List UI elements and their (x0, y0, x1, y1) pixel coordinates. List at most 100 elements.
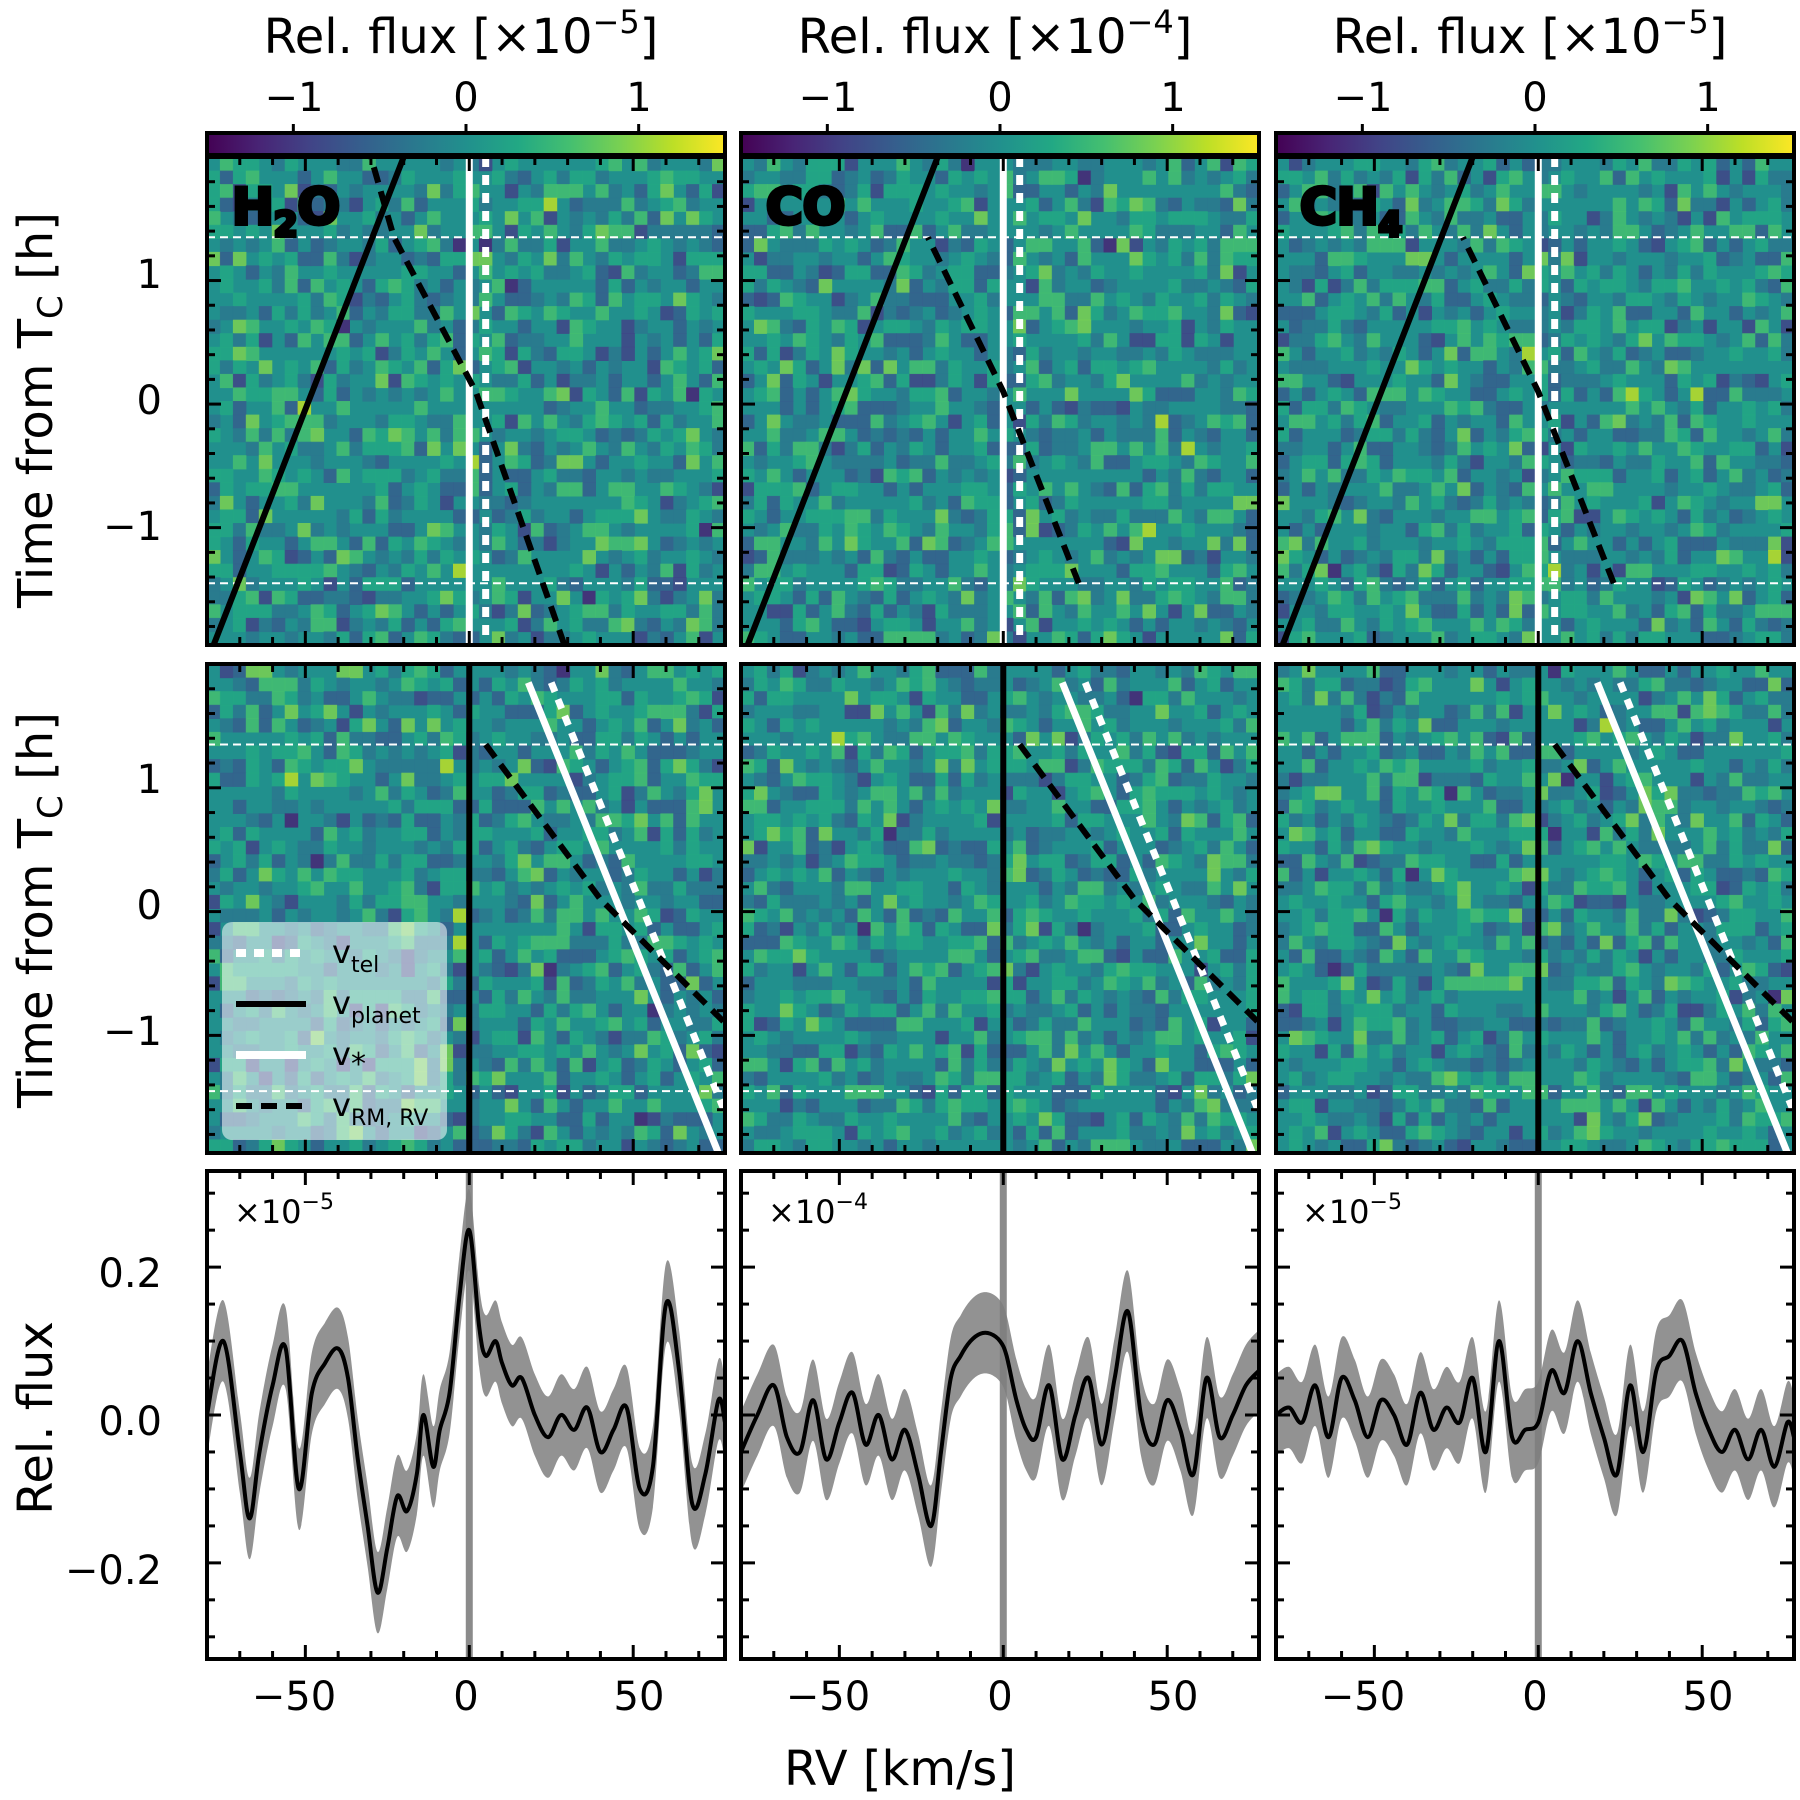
map-cell (1220, 387, 1234, 402)
map-cell (375, 604, 389, 619)
map-cell (712, 922, 725, 937)
map-cell (699, 894, 713, 910)
map-cell (844, 799, 859, 814)
map-cell (1155, 1139, 1169, 1153)
map-cell (1560, 799, 1575, 814)
map-cell (543, 251, 558, 267)
map-cell (987, 759, 1001, 774)
map-cell (987, 414, 1001, 429)
map-cell (1522, 509, 1536, 524)
map-cell (792, 306, 807, 321)
map-cell (1522, 197, 1536, 212)
map-cell (1742, 387, 1756, 402)
map-cell (792, 772, 807, 787)
map-cell (1207, 1125, 1221, 1140)
map-cell (1129, 1030, 1143, 1045)
map-cell (1716, 333, 1730, 348)
map-cell (1103, 482, 1118, 497)
map-cell (1194, 840, 1208, 855)
map-cell (258, 1139, 273, 1153)
map-cell (349, 759, 363, 774)
map-cell (766, 536, 781, 551)
map-cell (504, 414, 519, 429)
map-cell (712, 509, 725, 524)
map-cell (1522, 292, 1536, 307)
map-cell (207, 360, 221, 375)
map-cell (896, 387, 910, 402)
map-cell (1742, 590, 1756, 605)
map-cell (673, 1112, 687, 1127)
map-cell (909, 922, 923, 937)
map-cell (1327, 482, 1342, 497)
map-cell (857, 360, 871, 375)
map-cell (961, 745, 975, 760)
map-cell (595, 976, 609, 991)
map-cell (1142, 387, 1156, 402)
map-cell (1314, 360, 1329, 375)
map-cell (1142, 786, 1156, 801)
map-cell (741, 786, 755, 801)
map-cell (1586, 590, 1601, 605)
map-cell (1142, 604, 1156, 619)
map-cell (922, 962, 936, 977)
map-cell (453, 731, 467, 747)
map-cell (948, 1044, 962, 1059)
map-cell (1038, 1017, 1053, 1032)
map-cell (219, 1139, 234, 1153)
map-cell (1690, 604, 1704, 619)
map-cell (686, 799, 700, 814)
map-cell (699, 333, 713, 348)
map-cell (1038, 1003, 1053, 1018)
map-cell (987, 631, 1001, 645)
map-cell (896, 1071, 910, 1086)
map-cell (647, 908, 661, 923)
map-cell (1129, 428, 1143, 443)
map-cell (1651, 157, 1665, 172)
map-cell (1064, 1098, 1079, 1113)
map-cell (1379, 238, 1394, 253)
map-cell (1755, 604, 1769, 619)
map-cell (766, 550, 781, 565)
map-cell (1703, 170, 1717, 185)
map-cell (1077, 306, 1092, 321)
map-cell (1573, 731, 1588, 747)
map-cell (857, 1071, 871, 1086)
map-cell (349, 718, 363, 733)
map-cell (323, 745, 338, 760)
map-cell (478, 935, 493, 950)
map-cell (1233, 523, 1247, 538)
map-cell (310, 292, 325, 307)
map-cell (440, 881, 454, 896)
map-cell (1340, 346, 1355, 361)
map-cell (1470, 495, 1484, 511)
map-cell (1038, 265, 1053, 280)
map-cell (948, 908, 962, 923)
map-cell (427, 718, 441, 733)
map-cell (805, 523, 820, 538)
map-cell (686, 962, 700, 977)
map-cell (1233, 617, 1247, 633)
map-cell (245, 1139, 260, 1153)
map-cell (896, 157, 910, 172)
map-cell (1586, 731, 1601, 747)
map-cell (712, 238, 725, 253)
map-cell (401, 373, 415, 389)
map-cell (1729, 536, 1743, 551)
map-cell (634, 251, 648, 267)
map-cell (1051, 704, 1066, 719)
map-cell (1142, 745, 1156, 760)
map-cell (844, 745, 859, 760)
map-cell (844, 604, 859, 619)
map-cell (349, 333, 363, 348)
map-cell (766, 691, 781, 706)
map-cell (375, 577, 389, 592)
map-cell (792, 184, 807, 199)
map-cell (1742, 482, 1756, 497)
map-cell (1025, 279, 1040, 294)
map-cell (1392, 827, 1406, 842)
map-cell (1181, 157, 1195, 172)
map-cell (1560, 251, 1575, 267)
map-cell (1038, 170, 1053, 185)
map-cell (414, 772, 428, 787)
map-cell (1664, 414, 1678, 429)
